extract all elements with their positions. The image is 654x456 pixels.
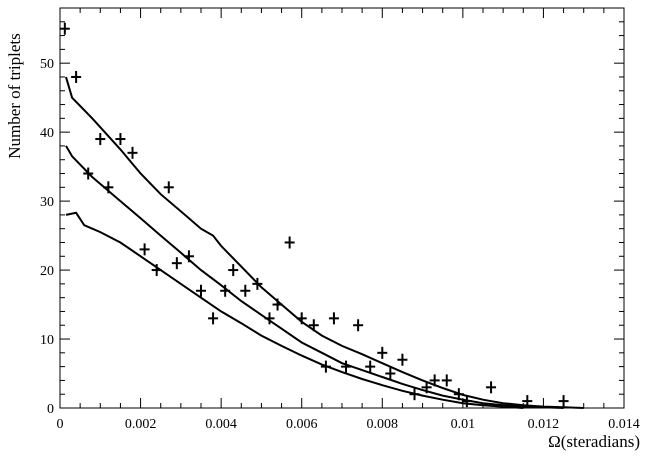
data-point xyxy=(409,388,420,401)
data-point xyxy=(421,381,432,394)
data-point xyxy=(252,277,263,290)
data-point xyxy=(320,360,331,373)
x-tick-label: 0.012 xyxy=(528,417,560,432)
data-point xyxy=(115,133,126,146)
x-axis-label: Ω(steradians) xyxy=(548,432,640,451)
data-point xyxy=(365,360,376,373)
data-point xyxy=(171,257,182,270)
data-point xyxy=(429,374,440,387)
curve-line xyxy=(65,76,584,409)
x-axis: 0 0.002 0.004 0.006 0.008 0.01 0.012 0.014 xyxy=(57,8,640,432)
data-point xyxy=(328,312,339,325)
data-point xyxy=(183,250,194,263)
data-point xyxy=(377,346,388,359)
y-axis: 0 10 20 30 40 50 xyxy=(40,7,624,417)
data-points xyxy=(59,22,569,408)
data-point xyxy=(139,243,150,256)
data-point xyxy=(163,181,174,194)
y-axis-label: Number of triplets xyxy=(5,33,24,159)
x-tick-label: 0.006 xyxy=(286,417,318,432)
x-tick-label: 0.008 xyxy=(367,417,399,432)
data-point xyxy=(341,360,352,373)
data-point xyxy=(71,70,82,83)
data-point xyxy=(353,319,364,332)
x-tick-label: 0.004 xyxy=(205,417,237,432)
data-point xyxy=(486,381,497,394)
data-point xyxy=(284,236,295,249)
data-point xyxy=(453,388,464,401)
y-tick-label: 50 xyxy=(40,57,54,72)
data-point xyxy=(272,298,283,311)
curve-line xyxy=(65,145,564,409)
x-tick-label: 0.01 xyxy=(451,417,476,432)
y-tick-label: 10 xyxy=(40,333,54,348)
data-point xyxy=(385,367,396,380)
data-point xyxy=(208,312,219,325)
data-point xyxy=(240,284,251,297)
data-point xyxy=(296,312,307,325)
data-point xyxy=(95,133,106,146)
plot-border xyxy=(59,7,625,409)
x-tick-label: 0.002 xyxy=(125,417,157,432)
curves xyxy=(65,76,584,409)
data-point xyxy=(461,395,472,408)
data-point xyxy=(196,284,206,297)
y-tick-label: 20 xyxy=(40,264,54,279)
data-point xyxy=(441,374,452,387)
data-point xyxy=(151,264,162,277)
curve-line xyxy=(65,211,524,409)
data-point xyxy=(127,146,138,159)
data-point xyxy=(558,395,569,408)
y-tick-label: 0 xyxy=(47,402,54,417)
data-point xyxy=(264,312,275,325)
data-point xyxy=(220,284,231,297)
data-point xyxy=(59,22,70,35)
data-point xyxy=(308,319,319,332)
y-tick-label: 30 xyxy=(40,195,54,210)
data-point xyxy=(522,395,533,408)
plot-frame xyxy=(59,7,625,409)
x-tick-label: 0.014 xyxy=(608,417,640,432)
x-tick-label: 0 xyxy=(57,417,64,432)
data-point xyxy=(83,167,94,180)
data-point xyxy=(228,264,239,277)
y-tick-label: 40 xyxy=(40,126,54,141)
data-point xyxy=(103,181,114,194)
data-point xyxy=(397,353,408,366)
